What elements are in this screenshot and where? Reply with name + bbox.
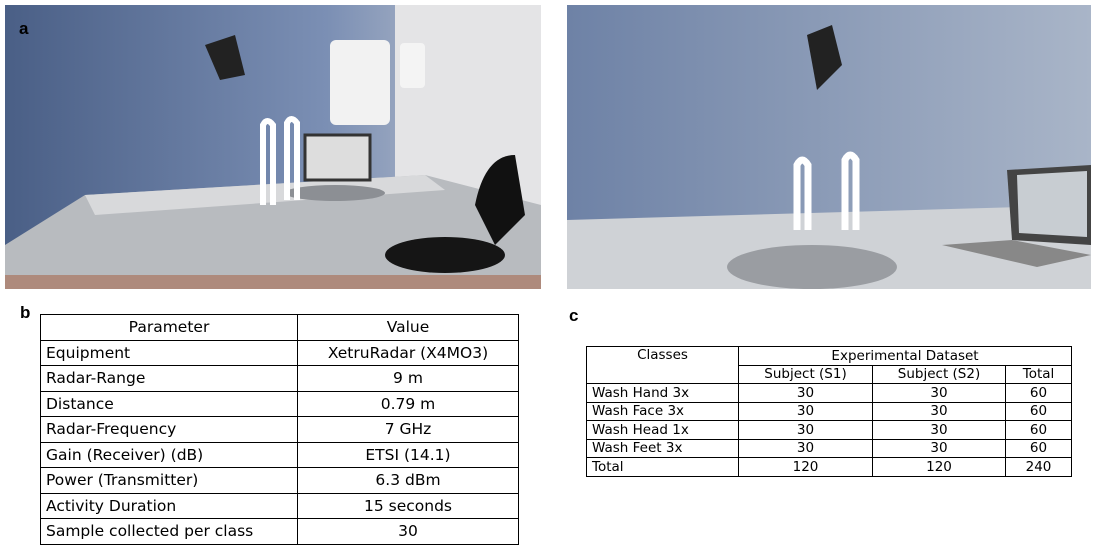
table-row: Wash Feet 3x 30 30 60 xyxy=(586,438,1073,458)
table-row: Wash Hand 3x 30 30 60 xyxy=(586,383,1073,403)
table-cell: Radar-Range xyxy=(40,365,298,392)
table-cell: XetruRadar (X4MO3) xyxy=(297,339,519,366)
table-cell: 240 xyxy=(1004,457,1073,477)
table-cell: Gain (Receiver) (dB) xyxy=(40,441,298,468)
photo-left xyxy=(5,5,541,289)
header-row: Parameter Value xyxy=(40,314,519,341)
table-cell: Wash Feet 3x xyxy=(586,438,739,458)
parameter-table: Parameter Value Equipment XetruRadar (X4MO3… xyxy=(40,314,519,545)
header-cell: Parameter xyxy=(40,314,298,341)
table-row: Gain (Receiver) (dB) ETSI (14.1) xyxy=(40,441,519,468)
table-cell: 30 xyxy=(297,518,519,545)
subheader-cell: Total xyxy=(1004,364,1073,384)
panel-label: b xyxy=(20,303,31,322)
table-cell: Activity Duration xyxy=(40,492,298,519)
table-cell: Sample collected per class xyxy=(40,518,298,545)
table-cell: Total xyxy=(586,457,739,477)
table-cell: Power (Transmitter) xyxy=(40,467,298,494)
table-cell: 60 xyxy=(1004,438,1073,458)
table-cell: 30 xyxy=(738,438,873,458)
table-cell: Radar-Frequency xyxy=(40,416,298,443)
table-cell: 0.79 m xyxy=(297,390,519,417)
header-cell: Value xyxy=(297,314,519,341)
table-cell: 30 xyxy=(872,438,1006,458)
panel-label: c xyxy=(569,306,579,325)
table-row: Wash Head 1x 30 30 60 xyxy=(586,420,1073,440)
table-cell: 6.3 dBm xyxy=(297,467,519,494)
table-cell: 30 xyxy=(872,401,1006,421)
table-row: Activity Duration 15 seconds xyxy=(40,492,519,519)
table-row: Sample collected per class 30 xyxy=(40,518,519,545)
dataset-table: Classes Experimental Dataset Subject (S1) S… xyxy=(586,346,1073,477)
table-cell: 120 xyxy=(872,457,1006,477)
table-cell: 120 xyxy=(738,457,873,477)
table-cell: 30 xyxy=(872,420,1006,440)
table-cell: 9 m xyxy=(297,365,519,392)
table-cell: 30 xyxy=(738,383,873,403)
photo-right xyxy=(567,5,1091,289)
table-cell: 30 xyxy=(872,383,1006,403)
table-row: Radar-Range 9 m xyxy=(40,365,519,392)
subheader-cell: Subject (S2) xyxy=(872,364,1006,384)
subheader-cell: Subject (S1) xyxy=(738,364,873,384)
table-cell: 15 seconds xyxy=(297,492,519,519)
table-cell: 30 xyxy=(738,420,873,440)
table-row: Wash Face 3x 30 30 60 xyxy=(586,401,1073,421)
table-cell: 60 xyxy=(1004,401,1073,421)
table-cell: 60 xyxy=(1004,383,1073,403)
table-row: Radar-Frequency 7 GHz xyxy=(40,416,519,443)
table-cell: Wash Face 3x xyxy=(586,401,739,421)
table-cell: 60 xyxy=(1004,420,1073,440)
table-cell: 7 GHz xyxy=(297,416,519,443)
header-row: Classes Experimental Dataset xyxy=(586,346,1073,384)
table-row: Total 120 120 240 xyxy=(586,457,1073,477)
table-row: Equipment XetruRadar (X4MO3) xyxy=(40,339,519,366)
table-cell: Wash Head 1x xyxy=(586,420,739,440)
table-row: Distance 0.79 m xyxy=(40,390,519,417)
table-cell: Wash Hand 3x xyxy=(586,383,739,403)
table-cell: ETSI (14.1) xyxy=(297,441,519,468)
table-cell: Distance xyxy=(40,390,298,417)
panel-label: a xyxy=(19,19,29,38)
header-cell: Classes xyxy=(586,346,739,384)
table-cell: 30 xyxy=(738,401,873,421)
header-cell: Experimental Dataset xyxy=(737,346,1073,366)
table-cell: Equipment xyxy=(40,339,298,366)
table-row: Power (Transmitter) 6.3 dBm xyxy=(40,467,519,494)
subheader-row: Subject (S1) Subject (S2) Total xyxy=(587,364,1073,384)
